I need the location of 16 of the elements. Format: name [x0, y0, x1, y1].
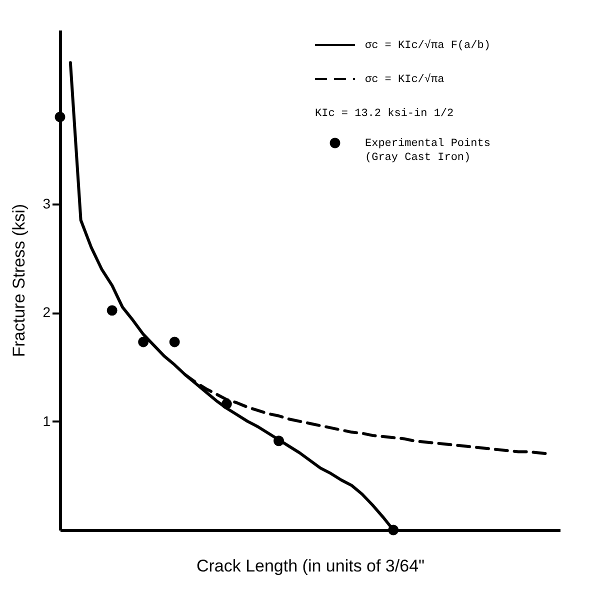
annotation: KIc = 13.2 ksi-in 1/2 [315, 108, 454, 120]
point [221, 398, 232, 410]
point [388, 524, 399, 536]
y-tick-label: 1 [42, 412, 51, 429]
point [54, 112, 66, 122]
point [106, 305, 118, 316]
point [169, 336, 180, 348]
y-tick-label: 2 [42, 304, 51, 320]
x-axis-title: Crack Length (in units of 3/64" [196, 556, 425, 576]
legend-label: σc = KIc/√πa [365, 73, 445, 86]
y-axis-title: Fracture Stress (ksi) [10, 204, 29, 358]
point [138, 336, 149, 348]
legend-label: σc = KIc/√πa F(a/b) [365, 39, 490, 52]
legend-label: Experimental Points (Gray Cast Iron) [365, 138, 490, 164]
point [274, 436, 284, 446]
y-tick-label: 3 [42, 195, 51, 212]
